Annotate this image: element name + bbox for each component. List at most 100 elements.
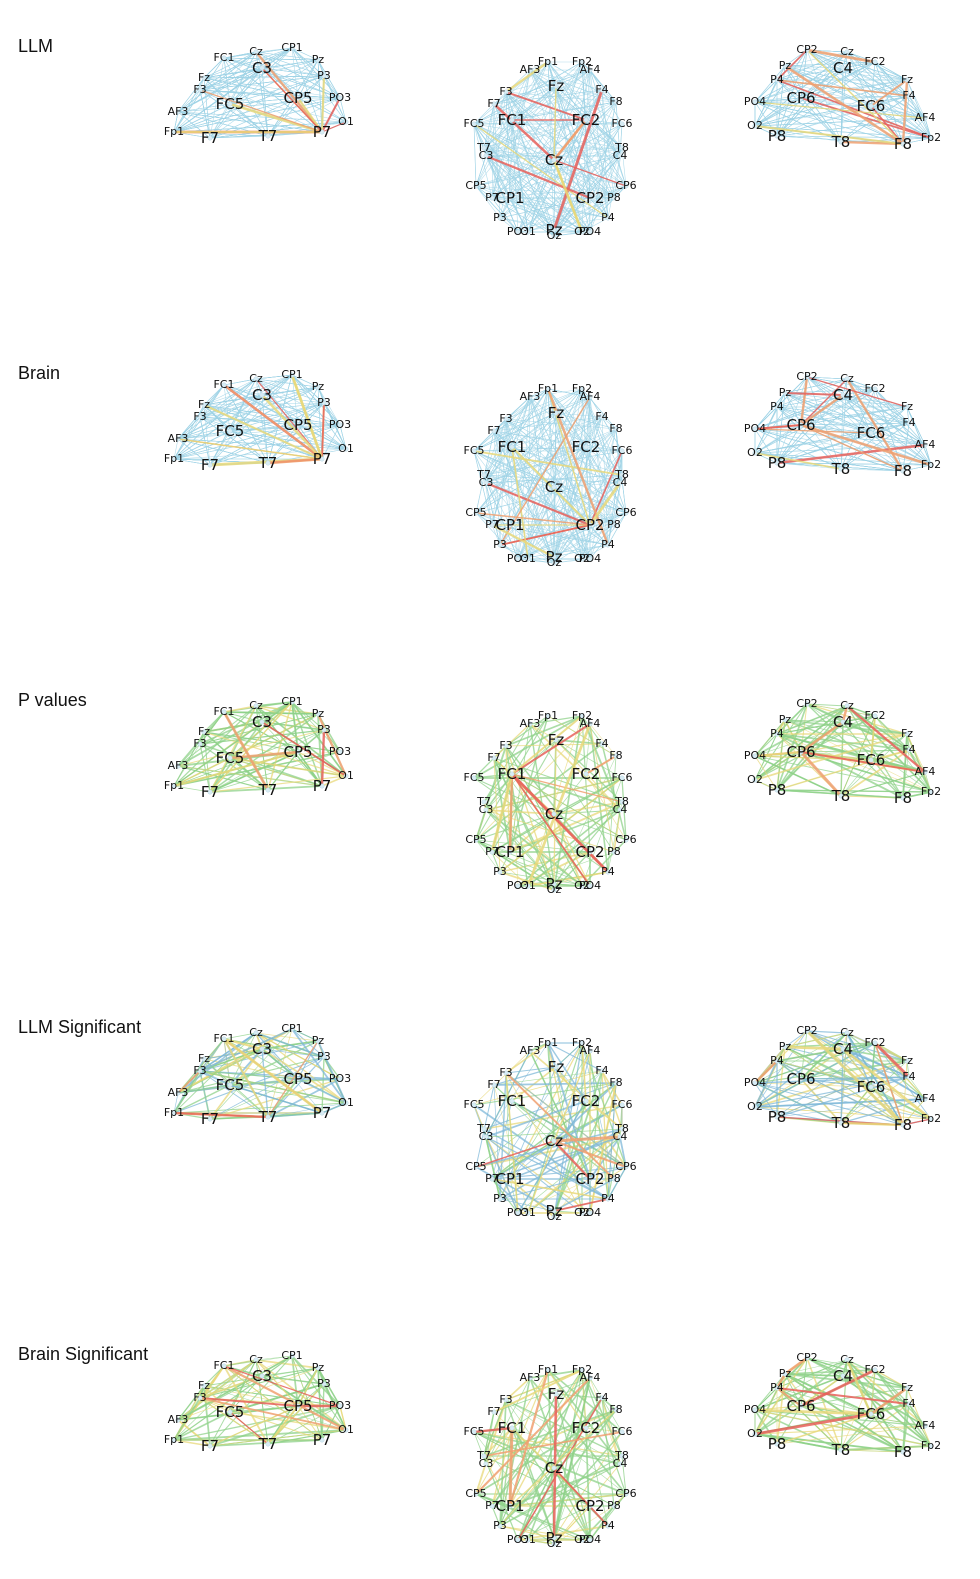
- connection-edge: [267, 1102, 347, 1118]
- node-c4: [840, 65, 846, 71]
- connection-edge: [800, 1060, 908, 1080]
- strong-connection-edge: [517, 1397, 603, 1541]
- row-label-3: P values: [18, 690, 87, 710]
- electrode-label-cp6: CP6: [786, 89, 815, 107]
- electrode-label-fc6: FC6: [857, 97, 886, 115]
- electrode-label-fc2: FC2: [864, 1363, 885, 1376]
- connection-edge: [754, 428, 904, 472]
- connection-edge: [321, 775, 347, 787]
- electrode-label-p4: P4: [601, 211, 615, 224]
- electrode-label-cp2: CP2: [575, 843, 604, 861]
- node-p8: [774, 133, 780, 139]
- connection-edge: [846, 51, 904, 145]
- connection-edge: [547, 388, 555, 488]
- electrode-label-p7: P7: [485, 1499, 499, 1512]
- node-fp2: [579, 386, 585, 392]
- electrode-label-fz: Fz: [901, 400, 913, 413]
- connection-edge: [173, 1397, 201, 1441]
- connection-edge: [229, 51, 257, 105]
- electrode-label-fp2: Fp2: [572, 1363, 592, 1376]
- row-label-5: Brain Significant: [18, 1344, 149, 1364]
- electrode-label-cz: Cz: [840, 1026, 854, 1039]
- electrode-label-fz: Fz: [198, 725, 210, 738]
- connection-edge: [581, 715, 603, 745]
- node-fc2: [872, 59, 878, 65]
- electrode-label-cp1: CP1: [495, 843, 524, 861]
- connection-edge: [754, 715, 876, 757]
- electrode-label-pz: Pz: [779, 386, 792, 399]
- connection-edge: [553, 524, 615, 558]
- node-af4: [922, 115, 928, 121]
- electrode-label-fp1: Fp1: [164, 1106, 184, 1119]
- node-t7: [481, 1126, 487, 1132]
- connection-edge: [553, 396, 591, 558]
- edge-layer: [754, 376, 932, 472]
- connection-edge: [493, 430, 555, 564]
- node-c3: [483, 807, 489, 813]
- node-cp1: [289, 699, 295, 705]
- connection-edge: [754, 1082, 872, 1088]
- connection-edge: [589, 512, 627, 526]
- connection-edge: [776, 1046, 786, 1062]
- node-cp2: [587, 522, 593, 528]
- edge-layer: [473, 388, 627, 564]
- electrode-label-pz: Pz: [312, 1361, 325, 1374]
- connection-edge: [229, 47, 293, 105]
- node-f7: [491, 755, 497, 761]
- connection-edge: [776, 79, 926, 119]
- electrode-label-p7: P7: [313, 1104, 332, 1122]
- connection-edge: [475, 185, 493, 199]
- node-p3: [321, 1381, 327, 1387]
- connection-edge: [267, 75, 325, 137]
- strong-connection-edge: [320, 75, 326, 133]
- connection-edge: [800, 97, 904, 145]
- electrode-label-fc5: FC5: [463, 1425, 484, 1438]
- node-t8: [838, 1120, 844, 1126]
- connection-edge: [317, 59, 323, 133]
- electrode-label-fc2: FC2: [572, 1092, 601, 1110]
- node-o1: [525, 556, 531, 562]
- connection-edge: [906, 1060, 910, 1078]
- connection-edge: [754, 388, 876, 454]
- strong-connection-edge: [553, 85, 557, 161]
- strong-connection-edge: [546, 388, 610, 546]
- connection-edge: [870, 95, 910, 107]
- node-cz: [551, 1138, 557, 1144]
- strong-connection-edge: [493, 103, 555, 161]
- connection-edge: [491, 91, 507, 199]
- strong-connection-edge: [553, 1140, 627, 1168]
- node-fc1: [221, 382, 227, 388]
- connection-edge: [473, 123, 477, 187]
- connection-edge: [223, 57, 319, 61]
- electrode-label-o2: O2: [747, 1427, 763, 1440]
- connection-edge: [483, 61, 583, 149]
- electrode-label-f3: F3: [193, 1391, 206, 1404]
- electrode-label-o2: O2: [747, 446, 763, 459]
- strong-connection-edge: [222, 711, 270, 791]
- node-o2: [752, 450, 758, 456]
- connection-edge: [483, 147, 615, 199]
- connection-edge: [547, 61, 591, 233]
- connection-edge: [493, 1066, 557, 1086]
- node-t8: [838, 139, 844, 145]
- connection-edge: [776, 733, 910, 751]
- connection-edge: [527, 159, 555, 233]
- electrode-label-c4: C4: [613, 803, 628, 816]
- connection-edge: [870, 105, 926, 119]
- connection-edge: [267, 701, 293, 791]
- connection-edge: [776, 117, 926, 137]
- connection-edge: [223, 384, 341, 426]
- node-p4: [774, 404, 780, 410]
- connection-edge: [317, 386, 341, 426]
- node-cp5: [295, 749, 301, 755]
- electrode-label-fz: Fz: [901, 73, 913, 86]
- connection-edge: [621, 147, 627, 187]
- connection-edge: [511, 119, 615, 199]
- node-t8: [838, 466, 844, 472]
- connection-edge: [754, 719, 786, 757]
- node-pz: [782, 1371, 788, 1377]
- electrode-label-p8: P8: [607, 845, 621, 858]
- electrode-label-cp2: CP2: [575, 516, 604, 534]
- electrode-label-p8: P8: [607, 518, 621, 531]
